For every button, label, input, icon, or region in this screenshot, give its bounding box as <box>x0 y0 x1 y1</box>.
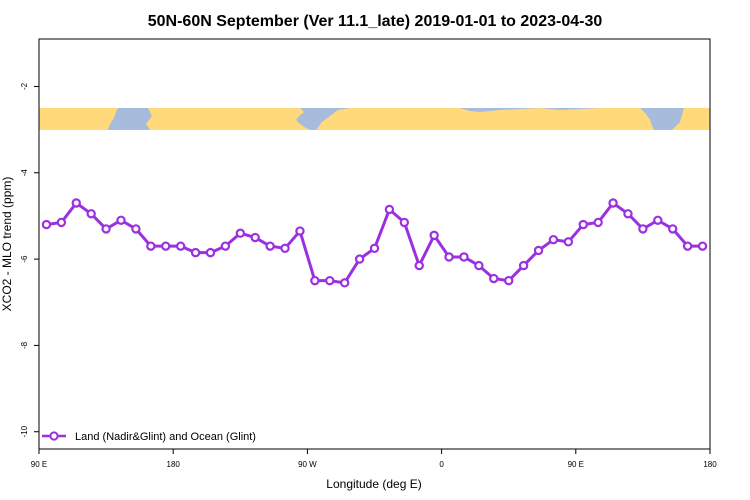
data-point <box>86 209 96 219</box>
data-point <box>280 243 290 254</box>
legend-marker <box>49 431 59 441</box>
data-point <box>399 217 410 228</box>
x-tick-label: 180 <box>703 460 717 469</box>
y-tick-label: -10 <box>20 425 29 437</box>
y-tick-label: -4 <box>20 169 29 177</box>
data-point <box>131 224 141 234</box>
data-point <box>235 228 245 238</box>
data-point <box>474 260 484 271</box>
data-point <box>190 247 201 258</box>
plot-frame <box>38 38 711 450</box>
data-point <box>116 215 126 225</box>
data-point <box>250 232 260 243</box>
data-point <box>41 219 52 230</box>
data-point <box>518 260 529 271</box>
land-shape-europe <box>39 108 118 130</box>
data-point <box>369 243 380 254</box>
map-strip <box>39 108 710 130</box>
data-point <box>668 224 678 234</box>
data-point <box>533 245 544 256</box>
y-axis-label: XCO2 - MLO trend (ppm) <box>0 177 14 312</box>
data-point <box>638 224 648 234</box>
data-point <box>563 237 574 247</box>
legend-label: Land (Nadir&Glint) and Ocean (Glint) <box>75 431 256 443</box>
x-axis-label: Longitude (deg E) <box>326 477 421 491</box>
data-point <box>354 254 365 264</box>
data-point <box>459 252 469 262</box>
y-tick-label: -8 <box>20 341 29 349</box>
data-point <box>682 241 693 251</box>
y-axis: -2 -4 -6 -8 -10 <box>20 82 39 438</box>
data-point <box>295 226 305 236</box>
series-layer <box>41 198 708 288</box>
data-point <box>429 230 439 241</box>
data-point <box>608 198 618 208</box>
data-point <box>71 198 81 208</box>
x-tick-label: 90 W <box>298 460 317 469</box>
data-point <box>548 234 559 245</box>
data-point <box>697 241 708 251</box>
data-point <box>56 217 67 228</box>
data-point <box>578 219 588 230</box>
land-shape-europe-2 <box>672 108 710 130</box>
data-point <box>325 275 335 286</box>
data-point <box>414 260 424 271</box>
x-axis: 90 E 180 90 W 0 90 E 180 <box>31 449 717 469</box>
data-point <box>175 241 186 251</box>
data-point <box>593 217 603 228</box>
x-tick-label: 90 E <box>568 460 584 469</box>
chart-title: 50N-60N September (Ver 11.1_late) 2019-0… <box>148 13 603 30</box>
y-tick-label: -6 <box>20 255 29 263</box>
data-point <box>101 224 111 234</box>
data-point <box>205 247 216 258</box>
data-point <box>444 252 454 262</box>
series-line <box>46 201 703 285</box>
data-point <box>161 241 171 251</box>
data-point <box>623 209 633 219</box>
data-point <box>265 241 275 251</box>
x-tick-label: 90 E <box>31 460 47 469</box>
land-shape-america <box>316 108 654 130</box>
x-tick-label: 180 <box>167 460 181 469</box>
data-point <box>146 241 156 251</box>
land-shape-asia <box>146 108 310 130</box>
data-point <box>339 278 350 288</box>
y-tick-label: -2 <box>20 82 29 90</box>
data-point <box>653 215 663 225</box>
x-tick-label: 0 <box>439 460 444 469</box>
data-point <box>504 275 514 286</box>
data-point <box>384 204 395 215</box>
legend: Land (Nadir&Glint) and Ocean (Glint) <box>42 431 256 443</box>
data-point <box>220 241 231 251</box>
data-point <box>310 275 320 286</box>
data-point <box>489 273 499 284</box>
